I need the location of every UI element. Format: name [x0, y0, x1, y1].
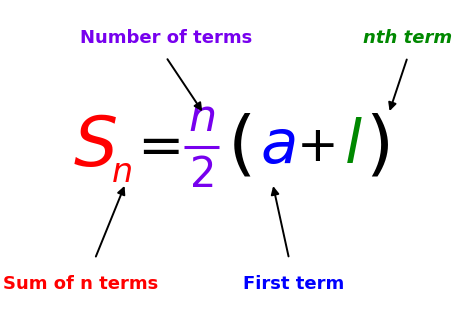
Text: $($: $($ — [227, 112, 252, 181]
Text: First term: First term — [243, 276, 345, 293]
Text: $\mathbf{\mathit{S}}$: $\mathbf{\mathit{S}}$ — [73, 113, 117, 180]
Text: $\mathbf{\mathit{l}}$: $\mathbf{\mathit{l}}$ — [344, 118, 363, 176]
Text: $\mathbf{\mathit{a}}$: $\mathbf{\mathit{a}}$ — [260, 118, 295, 176]
Text: $\mathit{n}$: $\mathit{n}$ — [111, 156, 132, 189]
Text: $2$: $2$ — [189, 155, 214, 196]
Text: nth term: nth term — [363, 29, 452, 47]
Text: Sum of n terms: Sum of n terms — [3, 276, 158, 293]
Text: $)$: $)$ — [365, 112, 389, 181]
Text: $+$: $+$ — [296, 123, 335, 171]
Text: $\mathit{n}$: $\mathit{n}$ — [188, 97, 215, 140]
Text: $=$: $=$ — [128, 120, 181, 174]
Text: Number of terms: Number of terms — [80, 29, 252, 47]
